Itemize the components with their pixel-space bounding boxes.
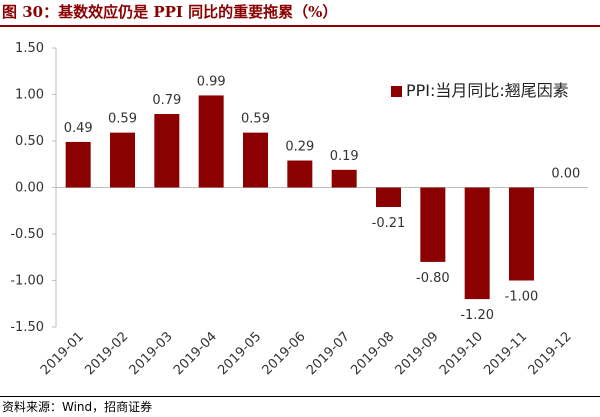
title-rule — [0, 25, 600, 27]
bar — [110, 132, 135, 188]
data-label: 0.00 — [551, 167, 580, 182]
data-label: -0.80 — [416, 271, 450, 286]
data-labels-group: 0.49 0.59 0.79 0.99 0.59 0.29 0.19 -0.21 -0.80 -1… — [64, 74, 581, 323]
y-axis: 1.50 1.00 0.50 0.00 -0.50 -1.00 -1.50 — [10, 41, 57, 335]
bar — [376, 187, 401, 208]
data-label: -1.20 — [460, 308, 494, 323]
source-rule — [0, 396, 600, 397]
data-label: 0.29 — [285, 140, 314, 155]
x-tick-label: 2019-06 — [260, 329, 309, 378]
x-tick-label: 2019-02 — [82, 329, 131, 378]
bar — [331, 169, 357, 188]
bar-chart: 1.50 1.00 0.50 0.00 -0.50 -1.00 -1.50 0.49 0.59… — [10, 41, 588, 378]
x-axis-labels: 2019-012019-022019-032019-042019-052019-… — [38, 329, 575, 378]
data-label: -0.21 — [372, 216, 406, 231]
bar — [509, 187, 534, 281]
data-label: 0.99 — [197, 74, 226, 89]
data-label: 0.49 — [64, 121, 93, 136]
y-tick-label: 1.50 — [15, 41, 44, 56]
bar — [464, 187, 490, 300]
legend-swatch — [391, 86, 402, 97]
y-tick-label: 0.50 — [15, 134, 44, 149]
x-tick-label: 2019-09 — [393, 329, 442, 378]
bars-group — [65, 95, 534, 300]
y-tick-label: -0.50 — [10, 227, 44, 242]
data-label: 0.79 — [152, 93, 181, 108]
bar — [198, 95, 224, 188]
x-tick-label: 2019-07 — [304, 329, 353, 378]
x-tick-label: 2019-12 — [526, 329, 575, 378]
bar — [65, 141, 91, 188]
x-tick-label: 2019-03 — [127, 329, 176, 378]
data-label: 0.59 — [241, 112, 270, 127]
x-tick-label: 2019-11 — [481, 329, 530, 378]
x-tick-label: 2019-05 — [215, 329, 264, 378]
bar — [154, 114, 180, 188]
bar — [243, 132, 268, 188]
x-tick-label: 2019-04 — [171, 329, 220, 378]
x-tick-label: 2019-01 — [38, 329, 87, 378]
x-tick-label: 2019-08 — [348, 329, 397, 378]
y-tick-label: -1.00 — [10, 274, 44, 289]
data-label: 0.19 — [330, 149, 359, 164]
y-tick-label: 1.00 — [15, 88, 44, 103]
x-tick-label: 2019-10 — [437, 329, 486, 378]
figure-title: 图 30：基数效应仍是 PPI 同比的重要拖累（%） — [2, 3, 338, 21]
data-label: -1.00 — [505, 290, 539, 305]
legend-label: PPI:当月同比:翘尾因素 — [406, 81, 569, 100]
y-tick-label: -1.50 — [10, 320, 44, 335]
bar — [287, 160, 313, 188]
data-label: 0.59 — [108, 112, 137, 127]
source-note: 资料来源：Wind，招商证券 — [2, 400, 153, 414]
y-tick-label: 0.00 — [15, 181, 44, 196]
bar — [420, 187, 446, 262]
